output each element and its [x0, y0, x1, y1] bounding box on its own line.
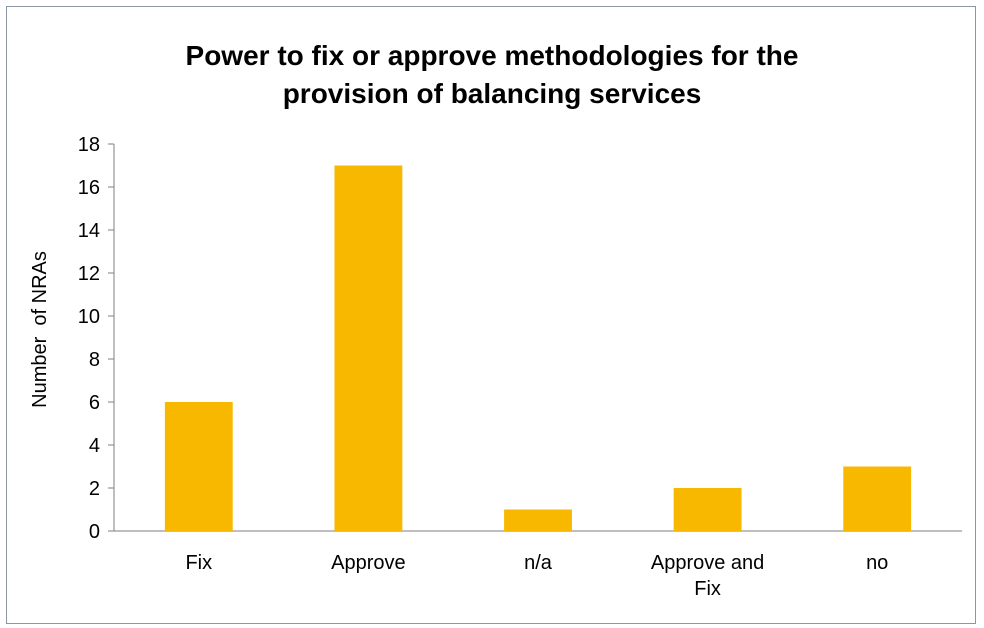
y-tick-label: 18	[78, 134, 100, 156]
y-tick-label: 12	[78, 263, 100, 285]
chart-frame: Power to fix or approve methodologies fo…	[6, 6, 976, 624]
chart-title: Power to fix or approve methodologies fo…	[7, 37, 977, 113]
chart-title-line-1: Power to fix or approve methodologies fo…	[185, 40, 799, 71]
x-tick-label: Fix	[185, 552, 212, 574]
chart-title-line-2: provision of balancing services	[282, 78, 702, 109]
x-tick-label: n/a	[524, 552, 553, 574]
y-tick-label: 14	[78, 220, 100, 242]
chart-plot: 0 2 4 6 8 10 12 14 16 18 Number of NRAs Fix Approve n…	[29, 134, 962, 600]
x-tick-label: Approve and	[651, 552, 764, 574]
bar-2	[504, 509, 572, 531]
x-tick-label: Fix	[694, 578, 721, 600]
y-tick-label: 6	[89, 392, 100, 414]
y-tick-label: 0	[89, 521, 100, 543]
bar-4	[843, 466, 912, 531]
bar-1	[334, 165, 403, 531]
y-tick-label: 2	[89, 478, 100, 500]
bar-3	[673, 488, 742, 531]
y-tick-label: 10	[78, 306, 100, 328]
y-tick-label: 16	[78, 177, 100, 199]
y-axis-title: Number of NRAs	[29, 251, 51, 408]
y-tick-label: 4	[89, 435, 100, 457]
bar-0	[164, 402, 233, 531]
x-tick-label: no	[866, 552, 888, 574]
y-tick-label: 8	[89, 349, 100, 371]
x-tick-label: Approve	[331, 552, 406, 574]
